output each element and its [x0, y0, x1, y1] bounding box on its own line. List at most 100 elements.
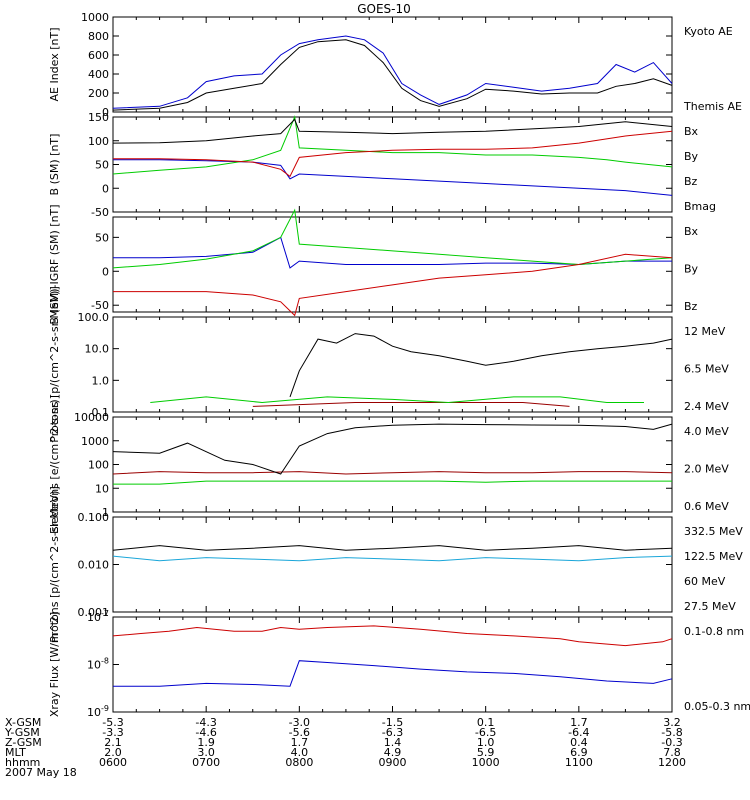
y-tick-label: 10-8 [87, 657, 109, 672]
series-line [113, 130, 673, 178]
ephem-row-label: Z-GSM [5, 736, 42, 749]
y-tick-label: 150 [88, 111, 109, 124]
y-tick-label: 10.0 [85, 343, 110, 356]
series-line [113, 159, 673, 196]
legend-label: Bmag [684, 200, 716, 213]
y-axis-label: B (SM) [nT] [48, 134, 61, 196]
panel-frame [112, 416, 673, 513]
y-tick-label: 50 [95, 159, 109, 172]
legend-label: 0.1-0.8 nm [684, 625, 744, 638]
ephem-value: -0.3 [661, 736, 682, 749]
ephem-value: -5.6 [289, 726, 310, 739]
y-tick-label: 0.010 [78, 559, 110, 572]
y-tick-label: 200 [88, 87, 109, 100]
series-line [112, 471, 673, 475]
ephem-value: 0.1 [477, 716, 495, 729]
y-axis-label: Electrons [e/(cm^2-s-sr)] [48, 395, 61, 534]
ephem-value: 1100 [565, 756, 593, 769]
legend-label: By [684, 263, 699, 276]
legend-label: 0.6 MeV [684, 500, 729, 513]
series-line [112, 423, 673, 475]
ephem-row-label: X-GSM [5, 716, 41, 729]
ephem-value: 1.7 [570, 716, 588, 729]
ephem-row-label: Y-GSM [4, 726, 40, 739]
legend-label: 2.4 MeV [684, 400, 729, 413]
ephem-value: -6.5 [475, 726, 496, 739]
series-line [112, 625, 673, 647]
y-tick-label: 10000 [74, 411, 109, 424]
y-tick-label: 0 [102, 182, 109, 195]
ephem-value: -6.4 [568, 726, 589, 739]
ephem-value: 5.9 [477, 746, 495, 759]
ephem-row-label: MLT [5, 746, 26, 759]
ephem-value: -4.3 [195, 716, 216, 729]
chart-title: GOES-10 [357, 2, 411, 16]
y-tick-label: -50 [91, 206, 109, 219]
ephem-value: 1.0 [477, 736, 495, 749]
series-line [112, 208, 673, 269]
series-line [112, 555, 673, 562]
ephem-value: 4.0 [291, 746, 309, 759]
y-tick-label: 1000 [81, 11, 109, 24]
panel-frame [112, 116, 673, 213]
y-tick-label: 1 [102, 506, 109, 519]
series-line [150, 396, 644, 404]
y-tick-label: 0 [102, 265, 109, 278]
ephem-value: 1.9 [197, 736, 215, 749]
ephem-value: 4.9 [384, 746, 402, 759]
y-axis-label: B (SM)-IGRF (SM) [nT] [48, 204, 61, 324]
y-tick-label: -50 [91, 299, 109, 312]
ephemeris-table: X-GSM Y-GSM Z-GSM MLT hhmm 2007 May 18 [4, 716, 77, 779]
series-line [112, 39, 673, 111]
legend-label: Themis AE [683, 100, 742, 113]
ephem-value: 3.2 [663, 716, 681, 729]
legend-label: 332.5 MeV [684, 525, 743, 538]
series-line [112, 545, 673, 551]
y-tick-label: 400 [88, 68, 109, 81]
y-tick-label: 800 [88, 30, 109, 43]
y-tick-label: 100 [88, 135, 109, 148]
ephem-value: -3.0 [289, 716, 310, 729]
y-tick-label: 50 [95, 231, 109, 244]
ephem-value: 0900 [379, 756, 407, 769]
ephem-value: 1.7 [291, 736, 309, 749]
y-tick-label: 10-7 [87, 609, 109, 624]
legend-label: 27.5 MeV [684, 600, 736, 613]
legend-label: Bx [684, 225, 699, 238]
legend-label: Kyoto AE [684, 25, 733, 38]
ephem-value: 1.4 [384, 736, 402, 749]
ephem-value: 7.8 [663, 746, 681, 759]
ephem-value: 6.9 [570, 746, 588, 759]
ephem-value: -5.3 [102, 716, 123, 729]
legend-label: 0.05-0.3 nm [684, 700, 750, 713]
series-line [113, 660, 673, 687]
y-tick-label: 0.001 [78, 606, 110, 619]
y-axis-label: AE Index [nT] [48, 27, 61, 101]
y-tick-label: 600 [88, 49, 109, 62]
ephem-value: -3.3 [102, 726, 123, 739]
legend-label: 12 MeV [684, 325, 726, 338]
legend-label: Bx [684, 125, 699, 138]
legend-label: 60 MeV [684, 575, 726, 588]
series-line [113, 236, 672, 269]
y-tick-label: 0 [102, 106, 109, 119]
ephem-value: 0700 [192, 756, 220, 769]
y-tick-label: 0.1 [92, 406, 110, 419]
ephem-row-label: hhmm [5, 756, 40, 769]
legend-label: 2.0 MeV [684, 463, 729, 476]
ephem-value: -4.6 [195, 726, 216, 739]
y-axis-label: Protons [p/(cm^2-s-sr-MeV)] [48, 286, 61, 443]
series-line [112, 35, 673, 109]
y-tick-label: 100.0 [78, 311, 110, 324]
y-axis-label: Protons [p/(cm^2-s-sr-MeV)] [48, 486, 61, 643]
series-line [113, 253, 673, 317]
ephem-value: -5.8 [661, 726, 682, 739]
y-tick-label: 1.0 [92, 374, 110, 387]
ephem-value: -1.5 [382, 716, 403, 729]
y-tick-label: 1000 [81, 435, 109, 448]
ephem-value: -6.3 [382, 726, 403, 739]
ephem-value: 2.1 [104, 736, 122, 749]
legend-label: By [684, 150, 699, 163]
